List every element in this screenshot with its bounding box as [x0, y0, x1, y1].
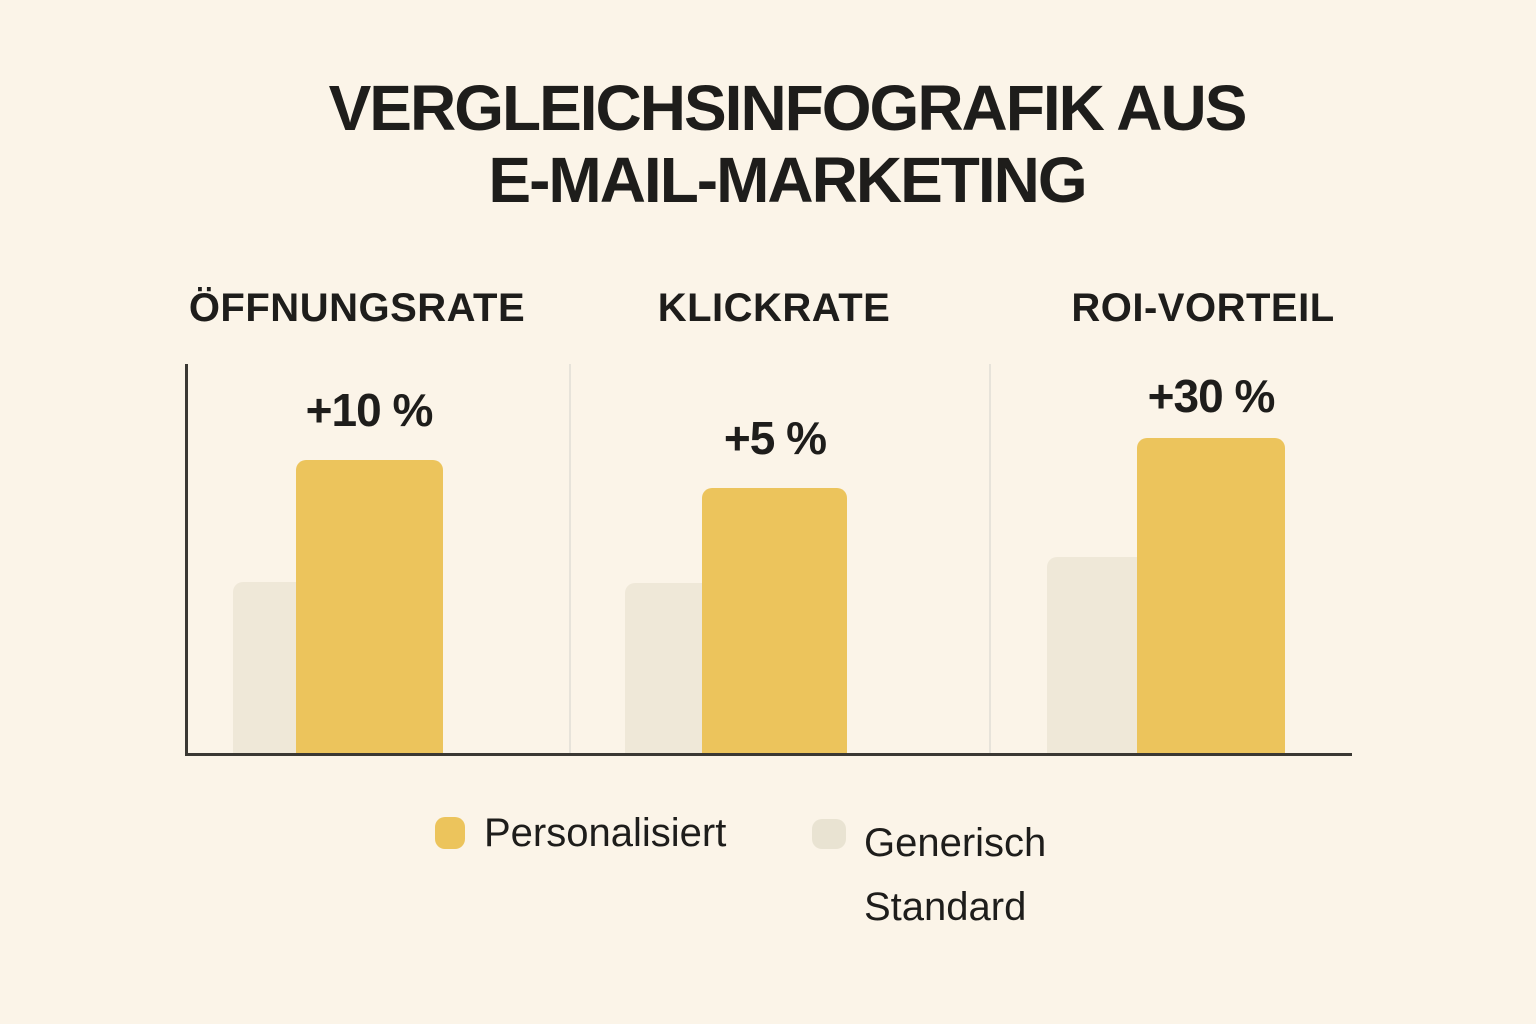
- y-axis-line: [185, 364, 188, 756]
- value-label-roi-vorteil: +30 %: [1147, 370, 1276, 422]
- legend-label-personalisiert: Personalisiert: [484, 811, 727, 855]
- category-label-klickrate: KLICKRATE: [657, 286, 891, 330]
- page-title: VERGLEICHSINFOGRAFIK AUS E-MAIL-MARKETIN…: [328, 72, 1248, 216]
- bar-personalized-klickrate: [702, 488, 847, 753]
- x-axis-line: [185, 753, 1352, 756]
- group-divider-1: [569, 364, 571, 753]
- category-label-oeffnungsrate: ÖFFNUNGSRATE: [188, 286, 526, 330]
- group-divider-2: [989, 364, 991, 753]
- value-label-oeffnungsrate: +10 %: [305, 384, 434, 436]
- category-label-roi-vorteil: ROI-VORTEIL: [1071, 286, 1335, 330]
- bar-personalized-oeffnungsrate: [296, 460, 443, 753]
- legend-swatch-generisch-standard: [812, 819, 846, 849]
- bar-personalized-roi-vorteil: [1137, 438, 1285, 753]
- legend-swatch-personalisiert: [435, 817, 465, 849]
- value-label-klickrate: +5 %: [723, 412, 827, 464]
- legend-label-generisch-standard: Generisch Standard: [864, 821, 1047, 929]
